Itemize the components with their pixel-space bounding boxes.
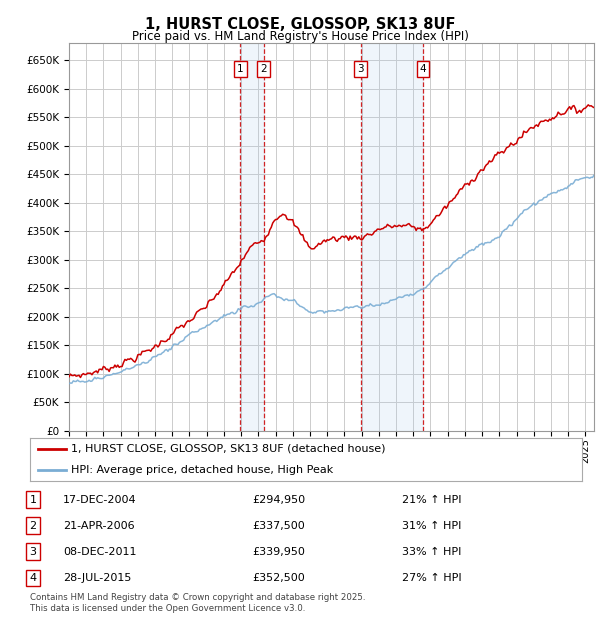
Text: 2: 2 bbox=[260, 64, 267, 74]
Text: 31% ↑ HPI: 31% ↑ HPI bbox=[402, 521, 461, 531]
Text: 27% ↑ HPI: 27% ↑ HPI bbox=[402, 573, 461, 583]
Text: 33% ↑ HPI: 33% ↑ HPI bbox=[402, 547, 461, 557]
Bar bbox=[241, 43, 263, 431]
Text: 4: 4 bbox=[29, 573, 37, 583]
Text: 3: 3 bbox=[29, 547, 37, 557]
Text: 17-DEC-2004: 17-DEC-2004 bbox=[63, 495, 137, 505]
Text: 21% ↑ HPI: 21% ↑ HPI bbox=[402, 495, 461, 505]
Text: 4: 4 bbox=[420, 64, 427, 74]
Text: 1, HURST CLOSE, GLOSSOP, SK13 8UF (detached house): 1, HURST CLOSE, GLOSSOP, SK13 8UF (detac… bbox=[71, 444, 386, 454]
Text: 28-JUL-2015: 28-JUL-2015 bbox=[63, 573, 131, 583]
Text: 1: 1 bbox=[29, 495, 37, 505]
Text: 3: 3 bbox=[357, 64, 364, 74]
Text: 1, HURST CLOSE, GLOSSOP, SK13 8UF: 1, HURST CLOSE, GLOSSOP, SK13 8UF bbox=[145, 17, 455, 32]
Text: Contains HM Land Registry data © Crown copyright and database right 2025.
This d: Contains HM Land Registry data © Crown c… bbox=[30, 593, 365, 613]
Text: 1: 1 bbox=[237, 64, 244, 74]
Text: £352,500: £352,500 bbox=[252, 573, 305, 583]
Text: 2: 2 bbox=[29, 521, 37, 531]
Text: £294,950: £294,950 bbox=[252, 495, 305, 505]
Text: £339,950: £339,950 bbox=[252, 547, 305, 557]
Text: 21-APR-2006: 21-APR-2006 bbox=[63, 521, 134, 531]
Text: £337,500: £337,500 bbox=[252, 521, 305, 531]
Bar bbox=[361, 43, 423, 431]
Text: HPI: Average price, detached house, High Peak: HPI: Average price, detached house, High… bbox=[71, 465, 334, 475]
Text: Price paid vs. HM Land Registry's House Price Index (HPI): Price paid vs. HM Land Registry's House … bbox=[131, 30, 469, 43]
Text: 08-DEC-2011: 08-DEC-2011 bbox=[63, 547, 137, 557]
